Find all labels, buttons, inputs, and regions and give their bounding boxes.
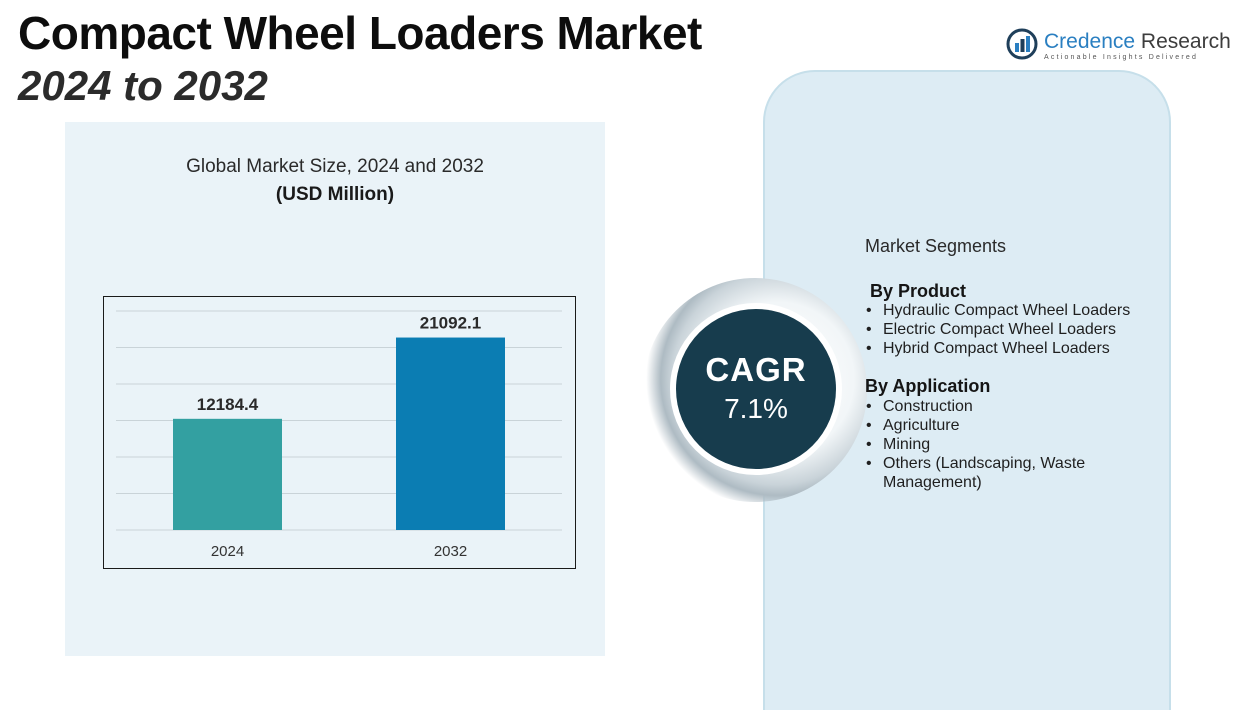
bar-2032 [396,337,505,530]
segment-list-product: Hydraulic Compact Wheel Loaders Electric… [865,301,1130,358]
bar-chart: 12184.4 2024 21092.1 2032 [116,310,562,560]
x-tick-label-2032: 2032 [434,543,467,560]
chart-panel: Global Market Size, 2024 and 2032 (USD M… [65,122,605,656]
logo-name-part2: Research [1140,30,1231,53]
list-item: Hybrid Compact Wheel Loaders [865,339,1130,358]
list-item: Hydraulic Compact Wheel Loaders [865,301,1130,320]
cagr-label: CAGR [705,351,807,388]
bar-chart-circle-icon [1006,28,1038,60]
list-item: Mining [865,435,1105,454]
chart-title: Global Market Size, 2024 and 2032 [186,156,484,177]
cagr-badge: CAGR 7.1% [676,309,836,469]
bar-2024 [173,418,282,530]
list-item: Construction [865,397,1105,416]
data-label-2032: 21092.1 [420,314,481,333]
segment-list-application: Construction Agriculture Mining Others (… [865,397,1105,492]
logo-tagline: Actionable Insights Delivered [1044,54,1199,61]
page-title: Compact Wheel Loaders Market [18,7,702,59]
x-tick-label-2024: 2024 [211,543,244,560]
list-item: Agriculture [865,416,1105,435]
page-subtitle: 2024 to 2032 [18,62,268,109]
brand-logo: Credence Research Actionable Insights De… [1006,28,1231,66]
logo-name: Credence Research [1044,30,1231,54]
chart-unit: (USD Million) [275,184,395,205]
segments-heading: Market Segments [865,236,1007,256]
cagr-value: 7.1% [724,393,788,424]
chart-area: 12184.4 2024 21092.1 2032 [103,296,576,569]
segment-group-title-application: By Application [865,376,991,396]
logo-name-part1: Credence [1044,30,1136,53]
list-item: Others (Landscaping, Waste Management) [865,454,1105,492]
data-label-2024: 12184.4 [197,395,259,414]
list-item: Electric Compact Wheel Loaders [865,320,1130,339]
segment-group-title-product: By Product [870,281,967,301]
